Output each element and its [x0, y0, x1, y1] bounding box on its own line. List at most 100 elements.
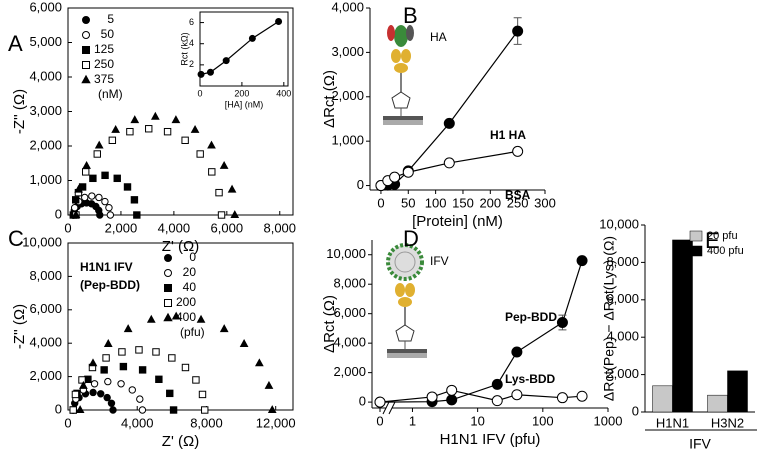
y-tick-label: 10,000 [22, 234, 62, 249]
series-line [200, 21, 279, 75]
panel-letter: E [705, 228, 720, 253]
legend-swatch [689, 230, 703, 242]
marker [511, 389, 523, 401]
legend-marker [82, 16, 90, 24]
marker [103, 339, 113, 347]
y-tick-label: 6,000 [29, 301, 62, 316]
marker [89, 388, 97, 397]
x-axis-label: H1N1 IFV (pfu) [440, 431, 541, 448]
marker [152, 348, 160, 356]
marker [248, 34, 256, 42]
x-tick-label: 150 [452, 195, 474, 210]
x-axis-label: [Protein] (nM) [412, 213, 503, 230]
marker [70, 204, 79, 212]
marker [171, 115, 181, 124]
marker [169, 406, 178, 414]
marker [106, 211, 115, 219]
y-tick-label: 10,000 [326, 246, 366, 261]
marker [107, 399, 116, 407]
legend-marker [164, 299, 172, 307]
marker [138, 366, 147, 374]
x-tick-label: 4,000 [121, 415, 154, 430]
marker [94, 140, 104, 149]
marker [181, 136, 189, 145]
x-tick-label: 8,000 [263, 220, 296, 235]
marker [168, 354, 176, 362]
marker [136, 395, 144, 403]
legend-marker [163, 312, 173, 322]
marker [511, 346, 523, 358]
marker [426, 391, 438, 403]
marker [576, 390, 588, 402]
x-tick-label: 400 [276, 88, 291, 98]
bar [672, 239, 693, 413]
marker [133, 211, 141, 219]
marker [196, 314, 206, 323]
plot-frame [199, 11, 289, 87]
y-tick-label: 4,000 [333, 335, 366, 350]
marker [71, 390, 80, 399]
marker [219, 160, 229, 169]
marker [166, 389, 174, 398]
x-axis-label: Z' (Ω) [162, 433, 199, 450]
marker [71, 210, 81, 219]
marker [446, 384, 458, 396]
x-tick-label: 6,000 [211, 220, 244, 235]
legend-note: (nM) [98, 87, 123, 101]
marker [556, 392, 568, 404]
marker [138, 406, 147, 414]
marker [113, 174, 121, 183]
marker [135, 346, 143, 354]
legend-label: 20 [183, 265, 197, 279]
marker [206, 68, 214, 76]
marker [95, 193, 103, 202]
x-tick-label: 8,000 [190, 415, 223, 430]
y-tick-label: 4,000 [331, 0, 364, 14]
series-label: BSA [505, 188, 531, 202]
legend-marker [82, 61, 90, 69]
marker [171, 311, 181, 320]
x-tick-label: 250 [507, 195, 529, 210]
legend-marker [164, 284, 172, 292]
series-line [380, 150, 518, 187]
marker [126, 127, 134, 136]
marker [79, 380, 88, 389]
y-tick-label: 2,000 [606, 366, 639, 381]
y-tick-label: 5,000 [29, 34, 62, 49]
legend-label: 0 [189, 250, 196, 264]
marker [446, 394, 458, 406]
y-tick-label: 2 [189, 59, 194, 69]
y-axis-label: ΔRct (Ω) [321, 295, 338, 353]
y-tick-label: 0 [55, 206, 62, 221]
marker [190, 124, 200, 133]
marker [93, 150, 101, 158]
marker [119, 362, 128, 371]
marker [181, 363, 190, 372]
chart-subtitle: (Pep-BDD) [80, 278, 140, 292]
panel-letter: A [8, 31, 23, 56]
y-tick-label: 6,000 [333, 305, 366, 320]
y-tick-label: 3,000 [331, 44, 364, 59]
x-tick-label: 2,000 [105, 220, 138, 235]
marker [82, 160, 91, 169]
marker [208, 168, 216, 176]
marker [217, 211, 226, 219]
x-tick-label: 0 [376, 413, 383, 428]
legend-note: (pfu) [180, 325, 205, 339]
panel-letter: D [403, 226, 419, 251]
marker [163, 127, 172, 136]
y-axis-label: Rct (kΩ) [179, 32, 189, 65]
plot-frame [67, 242, 294, 411]
annotation: IFV [430, 254, 449, 268]
legend-label: 400 pfu [707, 245, 744, 257]
axis-break [382, 401, 396, 415]
x-tick-label: 12,000 [256, 415, 296, 430]
y-tick-label: 0 [357, 177, 364, 192]
marker [374, 396, 386, 408]
x-tick-label: 0 [197, 88, 202, 98]
panel-letter: B [403, 3, 418, 28]
legend-label: 375 [94, 72, 114, 86]
legend-label: 125 [94, 42, 114, 56]
x-tick-label: 1 [409, 413, 416, 428]
marker [101, 171, 109, 180]
